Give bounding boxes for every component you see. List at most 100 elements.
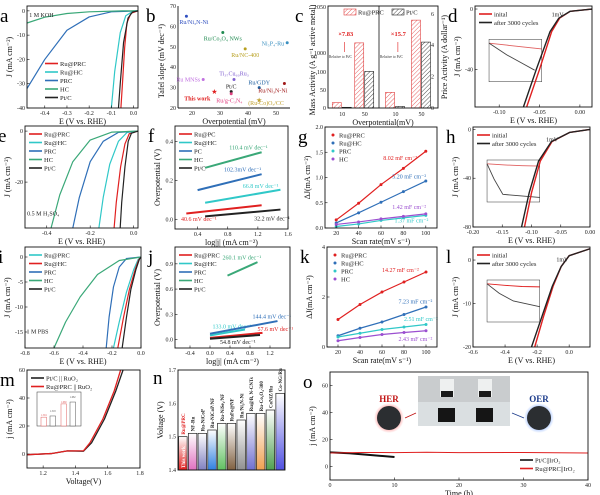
y-tick-label: 0	[325, 465, 328, 471]
y-tick-label: 4	[322, 245, 325, 251]
y-tick-label: 0	[470, 7, 473, 13]
legend-label: HC	[341, 276, 350, 283]
panel-letter: e	[0, 126, 6, 147]
bar	[364, 71, 375, 109]
x-tick-label: 50	[273, 111, 279, 117]
x-tick-label: 0.0	[565, 350, 573, 356]
legend-label: Ru@PRC || RuO₂	[46, 384, 92, 391]
series-line	[530, 248, 591, 348]
panel-letter: o	[303, 372, 313, 393]
panel-g: 8.02 mF cm⁻² 5.20 mF cm⁻² 1.37 mF cm⁻² 1.42…	[298, 125, 438, 246]
x-tick-label: -0.4	[78, 351, 88, 357]
series-line	[113, 130, 139, 229]
legend-label: Ru@HC	[44, 140, 67, 147]
legend-item: Ru@PRC	[179, 252, 220, 259]
x-tick-label: 0.4	[194, 232, 202, 238]
inset-bar-label: 1.660	[61, 401, 68, 404]
data-point	[380, 333, 384, 336]
legend-item: Pt/C	[45, 95, 72, 102]
plot-frame	[174, 246, 291, 349]
annotation: 1mV	[546, 138, 559, 144]
x-tick-label: 1.6	[104, 471, 112, 477]
y-tick-label: -20	[15, 180, 23, 186]
y-axis-label: J (mA cm⁻²)	[453, 36, 462, 77]
legend-label: Pt/C	[194, 165, 206, 172]
x-tick-label: 1.2	[39, 471, 47, 477]
data-point	[357, 201, 361, 205]
panel-letter: g	[298, 127, 308, 148]
y-axis-label: J (mA cm⁻²)	[451, 156, 460, 197]
star-marker: ★	[211, 88, 217, 96]
legend-label: HC	[194, 157, 203, 164]
legend-item: PC	[179, 148, 202, 155]
series-line	[121, 256, 142, 349]
panel-letter: b	[146, 6, 156, 27]
legend-item: HC	[179, 278, 203, 285]
y-axis-label: J (mA cm⁻²)	[451, 276, 460, 317]
y-tick-label: 0	[468, 258, 471, 264]
y-tick-label: 0	[322, 345, 325, 351]
series-line	[204, 151, 262, 169]
x-axis-label: Time (h)	[445, 489, 473, 495]
x-tick-label: 10	[392, 483, 398, 489]
legend-item: PRC	[29, 148, 56, 155]
legend-item: HC	[45, 86, 69, 93]
legend-item: Pt/C||IrO₂	[520, 457, 560, 464]
inset-bar	[60, 403, 67, 427]
panel-letter: h	[446, 127, 456, 148]
x-tick-label: 0.4	[226, 351, 234, 357]
data-point	[401, 190, 405, 194]
data-point	[424, 149, 428, 153]
legend-label: initial	[492, 132, 507, 139]
point-label: Ru/GDY	[248, 81, 270, 87]
y-tick-label: 0	[20, 255, 23, 261]
bar	[246, 412, 256, 471]
y-axis-label: Overpotential (V)	[153, 269, 162, 326]
x-tick-label: -0.20	[467, 230, 480, 236]
data-point	[424, 305, 428, 309]
data-point	[380, 290, 384, 294]
y-tick-label: 1.4	[169, 468, 177, 474]
bar-label: Ru-NiCoP/NF	[211, 398, 216, 428]
series-line	[105, 256, 142, 349]
slope-label: 7.23 mF cm⁻²	[399, 299, 433, 305]
y-tick-label: -15	[15, 330, 23, 336]
ratio-annotation: ×15.7	[391, 31, 407, 38]
slope-label: 2.43 mF cm⁻²	[399, 337, 433, 343]
y-tick-label: 0	[22, 452, 25, 458]
y-tick-label: -20	[463, 345, 471, 351]
slope-label: 133.0 mV dec⁻¹	[213, 325, 252, 331]
series-line	[98, 130, 139, 229]
data-point	[357, 211, 361, 215]
y-tick-label: 0	[468, 127, 471, 133]
x-tick-label: -0.2	[532, 350, 542, 356]
x-axis-label: E (V vs. RHE)	[510, 116, 557, 125]
x-axis-label: E (V vs. RHE)	[508, 236, 555, 245]
x-tick-label: 40	[585, 483, 591, 489]
legend-item: Ru@PRC	[45, 61, 86, 68]
x-tick-label: -0.6	[49, 351, 59, 357]
plot-frame	[327, 5, 439, 109]
legend-label: PRC	[60, 78, 72, 85]
oer-label: OER	[529, 394, 549, 404]
legend-label: Ru@HC	[60, 69, 83, 76]
oer-electrode-image	[527, 406, 551, 430]
legend-item: inital	[479, 11, 508, 18]
slope-label: 144.4 mV dec⁻¹	[253, 315, 292, 321]
x-axis-label: Scan rate(mV s⁻¹)	[353, 356, 412, 365]
series-line	[119, 130, 139, 229]
y-tick-label: -5	[18, 280, 23, 286]
y-tick-label: 1.5	[316, 150, 324, 156]
relative-note: Relative to Pt/C	[329, 55, 353, 59]
y-tick-label: 1000	[314, 51, 326, 57]
bar	[385, 92, 395, 109]
data-point	[402, 280, 406, 284]
x-tick-label: -0.15	[496, 230, 509, 236]
data-point	[401, 166, 405, 170]
x-axis-label: Overpotential(mV)	[352, 118, 414, 127]
inset-line	[486, 163, 540, 198]
bar-label: Ru-NiSe₂/NF	[221, 394, 226, 422]
series-line	[197, 173, 262, 192]
bar	[275, 392, 285, 471]
